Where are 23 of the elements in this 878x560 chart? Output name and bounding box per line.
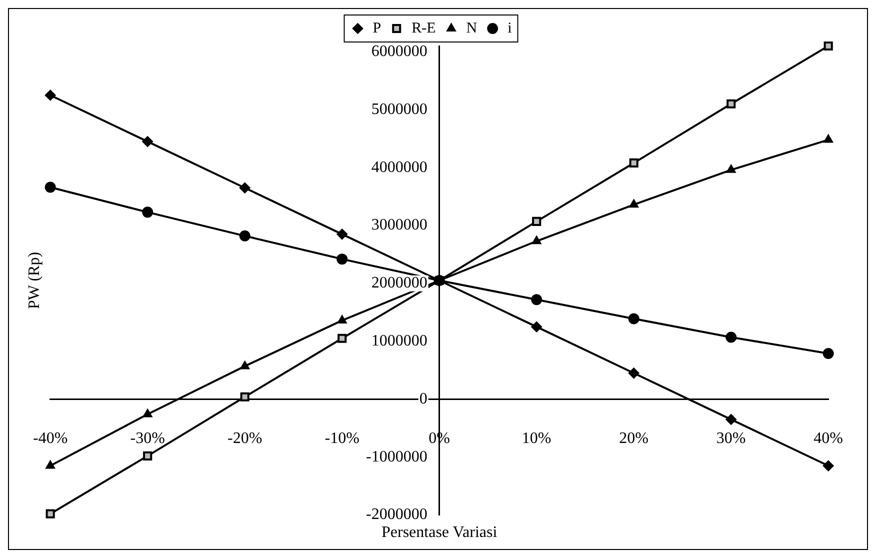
y-tick-label: 1000000 (371, 332, 428, 350)
y-axis-title: PW (Rp) (26, 252, 44, 310)
x-tick-label: -30% (130, 430, 165, 447)
legend-label: P (372, 20, 382, 36)
x-tick-label: 20% (619, 430, 648, 447)
x-tick-label: -40% (33, 430, 68, 447)
x-tick-label: 30% (716, 430, 746, 447)
x-tick-label: -20% (228, 430, 262, 447)
y-tick-label: 6000000 (371, 42, 428, 60)
legend-label: i (508, 20, 512, 36)
legend-label: N (466, 20, 478, 36)
x-axis-title: Persentase Variasi (381, 524, 498, 542)
y-tick-label: 2000000 (371, 274, 428, 292)
y-tick-label: -2000000 (366, 506, 428, 524)
x-tick-label: -10% (324, 430, 360, 447)
y-tick-label: 0 (419, 390, 428, 408)
x-tick-label: 10% (522, 430, 552, 447)
y-tick-label: -1000000 (366, 448, 428, 466)
y-tick-label: 3000000 (371, 216, 428, 234)
x-tick-label: 40% (814, 430, 843, 447)
y-tick-label: 4000000 (371, 158, 428, 176)
legend-label: R-E (412, 20, 436, 36)
y-tick-label: 5000000 (371, 100, 428, 118)
